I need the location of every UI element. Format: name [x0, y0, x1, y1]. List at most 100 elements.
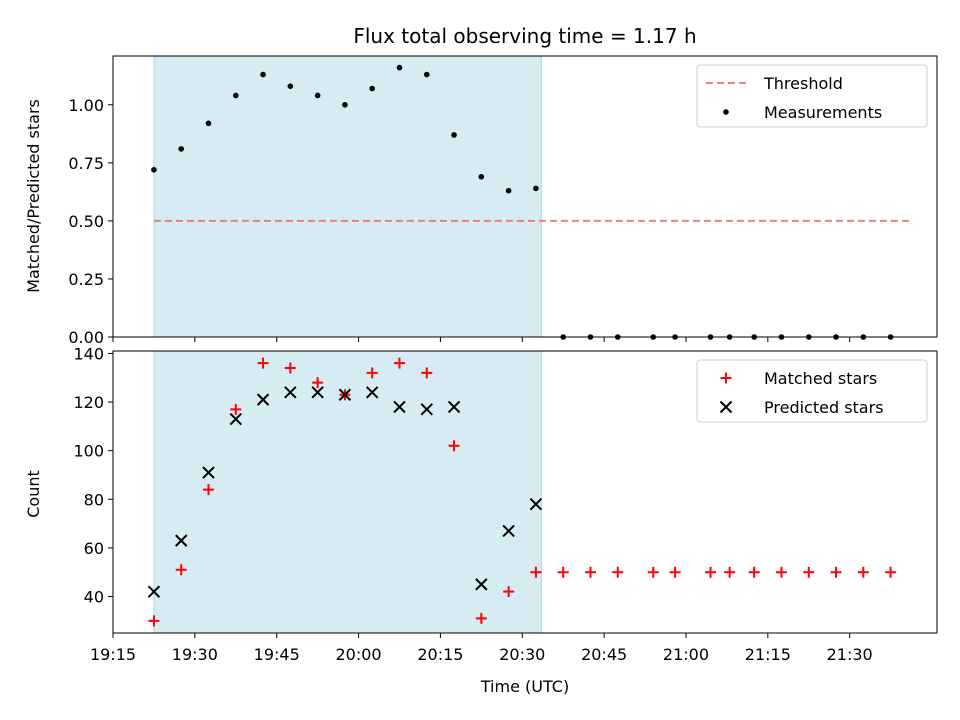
predicted-star-point — [175, 534, 188, 547]
matched-star-point — [366, 367, 378, 379]
x-marker — [502, 524, 515, 538]
plus-marker — [448, 440, 460, 452]
measurement-point — [178, 146, 185, 152]
plus-marker — [503, 586, 515, 598]
legend-box — [696, 359, 928, 423]
plus-marker — [175, 564, 187, 576]
legend-measurement-swatch — [723, 109, 729, 115]
matched-star-point — [557, 566, 569, 578]
x-tick-label: 19:30 — [172, 645, 218, 664]
measurement-point — [205, 120, 212, 127]
y-tick-label: 0.75 — [68, 154, 104, 173]
matched-star-point — [857, 566, 869, 578]
y-tick-label: 1.00 — [68, 96, 104, 115]
plus-marker — [312, 377, 324, 389]
x-marker — [202, 466, 215, 479]
plus-marker — [724, 566, 736, 578]
plus-marker — [705, 566, 717, 578]
predicted-star-point — [365, 386, 379, 399]
ratio-y-axis-label: Matched/Predicted stars — [24, 99, 43, 293]
x-tick-label: 19:45 — [254, 645, 300, 664]
plus-marker — [885, 566, 897, 578]
predicted-star-point — [284, 386, 297, 399]
plus-marker — [830, 566, 842, 578]
measurement-point — [533, 185, 539, 192]
x-axis-label: Time (UTC) — [480, 677, 569, 696]
measurement-point — [478, 173, 485, 180]
axes-frame — [112, 55, 938, 338]
plus-marker — [530, 566, 542, 578]
legend-box — [696, 64, 928, 128]
predicted-star-point — [529, 497, 543, 511]
x-tick-label: 20:00 — [336, 645, 382, 664]
legend-label: Predicted stars — [764, 398, 884, 417]
plus-marker — [748, 566, 760, 578]
x-tick-label: 20:15 — [417, 645, 463, 664]
matched-star-point — [503, 586, 515, 598]
x-marker — [529, 497, 543, 511]
predicted-star-point — [393, 400, 406, 414]
measurement-point — [396, 64, 403, 71]
predicted-star-point — [447, 400, 461, 414]
matched-star-point — [775, 566, 787, 578]
matched-star-point — [885, 566, 897, 578]
matched-star-point — [230, 403, 242, 415]
matched-star-point — [748, 566, 760, 578]
x-marker — [365, 386, 379, 399]
matched-star-point — [284, 362, 296, 374]
legend-label: Measurements — [764, 103, 882, 122]
measurement-point — [232, 92, 239, 99]
plus-marker — [647, 566, 659, 578]
chart-title: Flux total observing time = 1.17 h — [353, 24, 696, 48]
x-marker — [175, 534, 188, 547]
matched-star-point — [584, 566, 596, 578]
y-tick-label: 80 — [84, 490, 104, 509]
y-tick-label: 0.25 — [68, 270, 104, 289]
matched-star-point — [148, 615, 160, 627]
plus-marker — [775, 566, 787, 578]
x-marker — [475, 578, 488, 591]
predicted-star-point — [338, 388, 352, 401]
predicted-star-point — [311, 386, 324, 399]
x-tick-label: 21:00 — [663, 645, 709, 664]
plus-marker — [612, 566, 624, 578]
matched-star-point — [612, 566, 624, 578]
legend: Threshold Measurements — [696, 64, 928, 128]
x-marker — [338, 388, 352, 401]
predicted-star-point — [202, 466, 215, 479]
x-marker — [420, 403, 433, 416]
plus-marker — [584, 566, 596, 578]
legend-label: Threshold — [763, 74, 843, 93]
x-tick-label: 19:15 — [90, 645, 136, 664]
matched-star-point — [393, 357, 405, 369]
predicted-star-point — [420, 403, 433, 416]
x-marker — [447, 400, 461, 414]
predicted-star-point — [256, 393, 270, 406]
matched-star-point — [175, 564, 187, 576]
x-tick-label: 20:45 — [581, 645, 627, 664]
matched-star-point — [705, 566, 717, 578]
matched-star-point — [448, 440, 460, 452]
y-tick-label: 120 — [73, 393, 104, 412]
predicted-star-point — [147, 585, 161, 598]
measurement-point — [314, 92, 321, 99]
predicted-star-point — [475, 578, 488, 591]
matched-star-point — [475, 612, 487, 624]
x-tick-label: 21:15 — [745, 645, 791, 664]
count-panel: 40 60 80 100 120 140 19:15 19:30 19:45 20:00 20:15… — [73, 344, 938, 664]
plus-marker — [803, 566, 815, 578]
plus-marker — [148, 615, 160, 627]
matched-star-point — [724, 566, 736, 578]
legend-label: Matched stars — [764, 369, 877, 388]
x-tick-label: 21:30 — [827, 645, 873, 664]
x-marker — [256, 393, 270, 406]
plus-marker — [202, 484, 214, 496]
x-marker — [393, 400, 406, 414]
plus-marker — [475, 612, 487, 624]
x-marker — [311, 386, 324, 399]
matched-star-point — [202, 484, 214, 496]
y-tick-label: 40 — [84, 588, 104, 607]
matched-star-point — [421, 367, 433, 379]
measurement-point — [369, 85, 376, 92]
